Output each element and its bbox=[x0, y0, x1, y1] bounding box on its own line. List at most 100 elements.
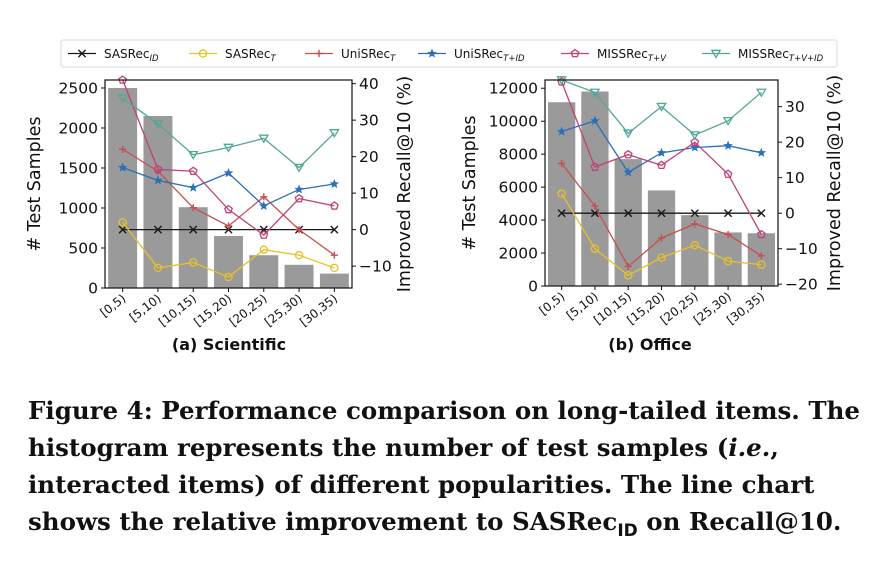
point-missrec-t-v-1 bbox=[153, 164, 163, 174]
bar-5-10 bbox=[143, 116, 173, 288]
bar-25-30 bbox=[284, 264, 314, 288]
point-sasrec-id-5 bbox=[723, 209, 733, 218]
y-tick-label: 0 bbox=[88, 280, 98, 298]
legend-label: SASRecID bbox=[104, 47, 159, 64]
point-unisrec-t-5 bbox=[724, 230, 732, 239]
point-missrec-t-v-id-1 bbox=[152, 119, 164, 129]
point-unisrec-t-id-0 bbox=[117, 162, 128, 172]
x-tick-label: [10,15) bbox=[156, 291, 199, 329]
x-tick-label: [15,20) bbox=[191, 291, 234, 329]
series-unisrec-t-id bbox=[117, 162, 340, 210]
legend-subscript: T bbox=[390, 54, 396, 64]
point-unisrec-t-6 bbox=[330, 251, 338, 259]
legend-frame bbox=[60, 39, 838, 68]
legend-subscript: T+V+ID bbox=[789, 54, 824, 64]
point-missrec-t-v-0 bbox=[118, 75, 128, 84]
series-line bbox=[122, 79, 335, 236]
figure-caption: Figure 4: Performance comparison on long… bbox=[28, 392, 863, 550]
point-unisrec-t-id-2 bbox=[188, 182, 199, 192]
point-unisrec-t-id-5 bbox=[723, 140, 733, 150]
legend-marker-x-icon bbox=[77, 49, 87, 58]
point-missrec-t-v-id-1 bbox=[589, 88, 601, 98]
point-missrec-t-v-2 bbox=[188, 166, 198, 176]
y-tick-label: 12000 bbox=[489, 80, 538, 98]
point-missrec-t-v-id-5 bbox=[293, 163, 305, 173]
legend-marker-star-icon bbox=[427, 48, 437, 58]
point-unisrec-t-4 bbox=[691, 220, 699, 228]
series-unisrec-t bbox=[119, 145, 338, 259]
series-line bbox=[561, 81, 762, 235]
point-unisrec-t-id-5 bbox=[294, 184, 304, 194]
point-sasrec-id-3 bbox=[657, 209, 666, 218]
y2-tick-label: 10 bbox=[359, 185, 379, 203]
point-unisrec-t-3 bbox=[657, 234, 666, 242]
series-unisrec-t-id bbox=[556, 115, 767, 177]
x-tick-label: [25,30) bbox=[262, 291, 305, 329]
bar-15-20 bbox=[214, 236, 243, 288]
series-line bbox=[122, 97, 335, 169]
x-tick-label: [20,25) bbox=[227, 291, 270, 329]
y-tick-label: 4000 bbox=[499, 212, 538, 230]
y-tick-label: 2000 bbox=[59, 120, 98, 138]
point-unisrec-t-0 bbox=[119, 145, 127, 153]
point-unisrec-t-id-1 bbox=[590, 115, 600, 125]
point-sasrec-t-3 bbox=[657, 253, 666, 262]
point-sasrec-id-2 bbox=[189, 225, 198, 234]
point-unisrec-t-id-0 bbox=[556, 126, 567, 136]
point-unisrec-t-3 bbox=[224, 222, 233, 230]
point-missrec-t-v-id-4 bbox=[258, 134, 270, 144]
y2-tick-label: 0 bbox=[359, 221, 369, 239]
point-unisrec-t-1 bbox=[591, 202, 599, 210]
y-tick-label: 6000 bbox=[499, 179, 538, 197]
point-unisrec-t-2 bbox=[624, 262, 632, 271]
y2-tick-label: −20 bbox=[785, 276, 818, 294]
bar-10-15 bbox=[178, 207, 208, 288]
y2-tick-label: 20 bbox=[785, 134, 805, 152]
legend-subscript: T+V bbox=[648, 54, 667, 64]
caption-ie: i.e. bbox=[728, 433, 771, 462]
point-sasrec-t-5 bbox=[294, 250, 304, 260]
point-unisrec-t-id-3 bbox=[223, 168, 234, 178]
chart-office: 0 2000 4000 6000 8000 10000 12000 −20 −10 0 10 20 30… bbox=[460, 75, 845, 354]
point-unisrec-t-id-2 bbox=[623, 167, 634, 177]
point-sasrec-id-2 bbox=[624, 209, 633, 218]
point-sasrec-t-6 bbox=[757, 260, 766, 269]
y2-axis-label: Improved Recall@10 (%) bbox=[395, 76, 415, 292]
point-missrec-t-v-id-4 bbox=[689, 131, 701, 141]
chart-title: (b) Office bbox=[608, 335, 692, 354]
series-unisrec-t bbox=[558, 159, 765, 271]
legend-label: SASRecT bbox=[225, 47, 276, 64]
point-sasrec-t-4 bbox=[690, 240, 700, 250]
y2-tick-label: 30 bbox=[785, 98, 805, 116]
point-missrec-t-v-6 bbox=[756, 229, 766, 239]
caption-label: Figure 4: bbox=[28, 396, 153, 425]
point-unisrec-t-id-4 bbox=[258, 200, 269, 210]
point-unisrec-t-5 bbox=[295, 226, 303, 234]
bar-20-25 bbox=[249, 255, 279, 288]
point-sasrec-t-4 bbox=[259, 245, 269, 254]
point-missrec-t-v-id-3 bbox=[223, 143, 234, 153]
bars bbox=[108, 88, 349, 288]
point-missrec-t-v-id-0 bbox=[117, 94, 128, 104]
series-sasrec-t bbox=[118, 218, 339, 282]
y-tick-label: 8000 bbox=[499, 146, 538, 164]
point-sasrec-id-0 bbox=[557, 209, 566, 218]
point-sasrec-t-5 bbox=[723, 256, 733, 266]
legend-item-sasrec-id: SASRecID bbox=[68, 47, 159, 64]
series-missrec-t-v-id bbox=[556, 76, 767, 141]
caption-sub: ID bbox=[617, 520, 638, 541]
x-tick-label: [30,35) bbox=[724, 289, 767, 327]
series-line bbox=[122, 221, 335, 278]
point-unisrec-t-id-3 bbox=[656, 147, 667, 157]
point-sasrec-id-3 bbox=[224, 225, 233, 234]
point-missrec-t-v-3 bbox=[224, 204, 233, 214]
legend-subscript: T bbox=[270, 54, 276, 64]
y-tick-label: 1500 bbox=[59, 160, 98, 178]
legend-subscript: T+ID bbox=[503, 54, 525, 64]
point-missrec-t-v-5 bbox=[294, 193, 304, 203]
caption-text-2: , interacted items) of different popular… bbox=[28, 433, 815, 536]
point-unisrec-t-id-6 bbox=[329, 178, 340, 189]
point-unisrec-t-id-6 bbox=[756, 147, 767, 157]
point-missrec-t-v-id-3 bbox=[656, 102, 667, 112]
legend-item-sasrec-t: SASRecT bbox=[189, 47, 276, 64]
